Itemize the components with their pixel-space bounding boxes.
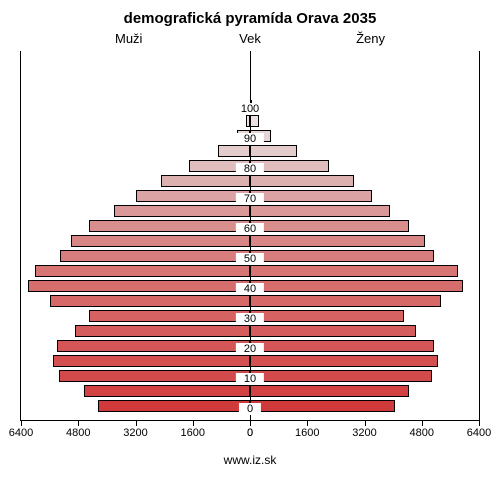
- x-tick-label: 1600: [295, 427, 319, 439]
- y-tick-label: 20: [236, 343, 264, 355]
- age-row: [21, 115, 479, 127]
- x-tick-label: 3200: [123, 427, 147, 439]
- female-bar: [250, 295, 441, 307]
- female-bar: [250, 250, 434, 262]
- x-tick-label: 1600: [181, 427, 205, 439]
- age-row: [21, 145, 479, 157]
- y-tick-label: 50: [236, 253, 264, 265]
- male-bar: [28, 280, 250, 292]
- y-tick-label: 90: [236, 133, 264, 145]
- left-axis-label: Muži: [115, 31, 142, 46]
- y-tick-label: 80: [236, 163, 264, 175]
- age-row: [21, 325, 479, 337]
- female-bar: [250, 115, 259, 127]
- x-tick: [250, 421, 251, 426]
- female-bar: [250, 280, 463, 292]
- male-bar: [136, 190, 251, 202]
- male-bar: [59, 370, 250, 382]
- male-bar: [161, 175, 250, 187]
- age-row: [21, 385, 479, 397]
- header-labels: Muži Vek Ženy: [0, 31, 500, 51]
- x-tick: [479, 421, 480, 426]
- female-bar: [250, 190, 372, 202]
- center-axis-label: Vek: [239, 31, 261, 46]
- female-bar: [250, 205, 390, 217]
- male-bar: [75, 325, 250, 337]
- male-bar: [98, 400, 250, 412]
- x-tick-label: 4800: [410, 427, 434, 439]
- age-row: [21, 295, 479, 307]
- female-bar: [250, 325, 416, 337]
- female-bar: [250, 175, 354, 187]
- age-row: [21, 355, 479, 367]
- female-bar: [250, 400, 395, 412]
- right-axis-label: Ženy: [356, 31, 385, 46]
- female-bar: [250, 340, 434, 352]
- female-bar: [250, 145, 297, 157]
- x-axis: 0016001600320032004800480064006400: [20, 421, 480, 451]
- male-bar: [84, 385, 250, 397]
- x-tick-label: 3200: [352, 427, 376, 439]
- y-tick-label: 10: [236, 373, 264, 385]
- age-row: [21, 175, 479, 187]
- x-tick: [21, 421, 22, 426]
- male-bar: [71, 235, 250, 247]
- x-tick: [78, 421, 79, 426]
- x-tick: [136, 421, 137, 426]
- x-tick-label: 0: [247, 427, 253, 439]
- female-bar: [250, 385, 409, 397]
- male-bar: [114, 205, 250, 217]
- y-tick-label: 60: [236, 223, 264, 235]
- y-tick-label: 70: [236, 193, 264, 205]
- male-bar: [89, 220, 250, 232]
- female-bar: [250, 235, 425, 247]
- y-tick-label: 30: [236, 313, 264, 325]
- pyramid-plot-area: 0 10 20 30 40 50 60 70 80 90 100: [20, 51, 480, 421]
- x-tick: [365, 421, 366, 426]
- male-bar: [57, 340, 250, 352]
- male-bar: [218, 145, 250, 157]
- y-tick-label: 0: [239, 403, 261, 415]
- x-tick-label: 6400: [9, 427, 33, 439]
- female-bar: [250, 220, 409, 232]
- x-tick: [307, 421, 308, 426]
- age-row: [21, 235, 479, 247]
- female-bar: [250, 355, 438, 367]
- female-bar: [250, 310, 404, 322]
- female-bar: [250, 265, 458, 277]
- age-row: [21, 265, 479, 277]
- footer-source: www.iz.sk: [0, 453, 500, 467]
- female-bar: [250, 370, 432, 382]
- x-tick-label: 4800: [66, 427, 90, 439]
- male-bar: [89, 310, 250, 322]
- y-tick-label: 100: [233, 103, 267, 115]
- chart-title: demografická pyramída Orava 2035: [0, 0, 500, 27]
- male-bar: [35, 265, 250, 277]
- x-tick: [422, 421, 423, 426]
- male-bar: [50, 295, 250, 307]
- x-tick-label: 6400: [467, 427, 491, 439]
- x-tick: [193, 421, 194, 426]
- male-bar: [53, 355, 250, 367]
- age-row: [21, 205, 479, 217]
- y-tick-label: 40: [236, 283, 264, 295]
- male-bar: [60, 250, 250, 262]
